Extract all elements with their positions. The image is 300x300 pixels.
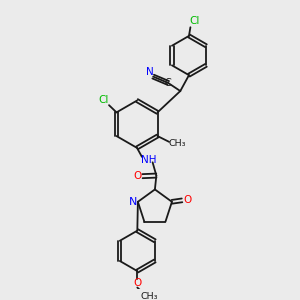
Text: N: N <box>128 197 137 207</box>
Text: C: C <box>165 78 172 88</box>
Text: NH: NH <box>141 155 156 165</box>
Text: O: O <box>183 195 191 206</box>
Text: O: O <box>133 278 141 288</box>
Text: O: O <box>134 171 142 181</box>
Text: Cl: Cl <box>190 16 200 26</box>
Text: Cl: Cl <box>98 95 108 105</box>
Text: N: N <box>146 67 154 77</box>
Text: CH₃: CH₃ <box>141 292 158 300</box>
Text: CH₃: CH₃ <box>169 139 187 148</box>
